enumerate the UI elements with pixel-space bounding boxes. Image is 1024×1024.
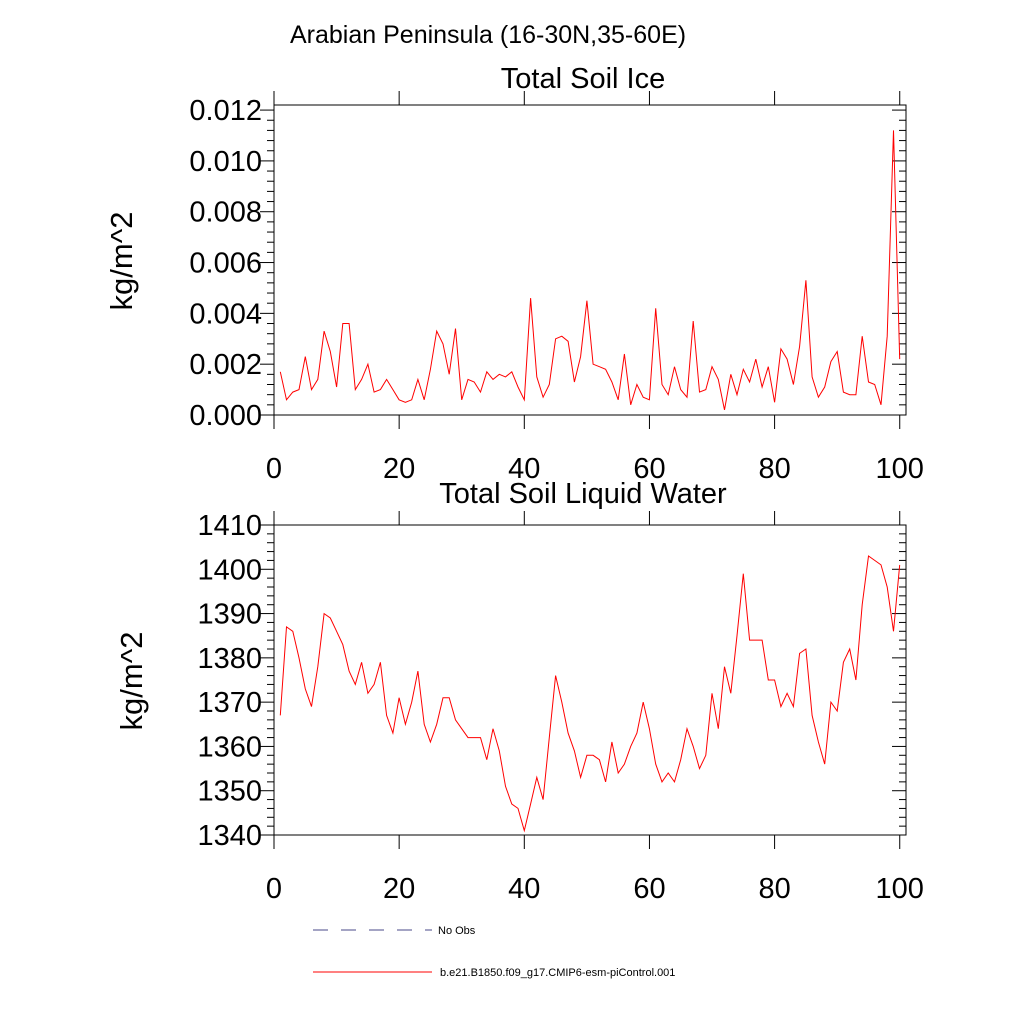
- y-tick-label: 1370: [197, 687, 262, 719]
- series-layer: [279, 130, 901, 410]
- y-axis-label: kg/m^2: [104, 212, 139, 311]
- y-tick-label: 1360: [197, 731, 262, 763]
- legend-label-model-run: b.e21.B1850.f09_g17.CMIP6-esm-piControl.…: [440, 967, 675, 979]
- y-tick-label: 1350: [197, 776, 262, 808]
- panel-total-soil-ice: Total Soil Ice kg/m^2 0 20 40 60 80 1000.0000…: [104, 63, 924, 485]
- x-tick-label: 20: [383, 453, 415, 485]
- x-tick-label: 0: [266, 453, 282, 485]
- legend-label-no-obs: No Obs: [438, 925, 476, 937]
- y-tick-label: 1340: [197, 820, 262, 852]
- y-tick-label: 0.012: [189, 95, 262, 127]
- y-tick-label: 0.008: [189, 197, 262, 229]
- y-tick-label: 0.004: [189, 298, 262, 330]
- x-tick-label: 80: [758, 873, 790, 905]
- series-line: [279, 555, 901, 833]
- panel-total-soil-liquid-water: Total Soil Liquid Water kg/m^2 0 20 40 60 80…: [114, 478, 924, 905]
- x-tick-label: 60: [633, 453, 665, 485]
- x-tick-label: 60: [633, 873, 665, 905]
- tick-labels: 0 20 40 60 80 100 0.000 0.002 0.004 0.006 0.008 0.0…: [189, 95, 924, 485]
- y-tick-label: 0.006: [189, 248, 262, 280]
- y-tick-label: 1380: [197, 643, 262, 675]
- x-tick-label: 0: [266, 873, 282, 905]
- y-tick-label: 0.010: [189, 146, 262, 178]
- series-layer: [279, 555, 901, 833]
- panel-title: Total Soil Ice: [501, 63, 665, 95]
- tick-labels: 0 20 40 60 80 100 1340 1350 1360 1370 1380 1390 1400…: [197, 510, 923, 905]
- y-tick-label: 0.002: [189, 349, 262, 381]
- legend: No Obs b.e21.B1850.f09_g17.CMIP6-esm-piC…: [313, 925, 675, 979]
- series-line: [279, 130, 901, 410]
- x-tick-label: 100: [876, 453, 924, 485]
- y-tick-label: 1400: [197, 554, 262, 586]
- x-tick-label: 100: [876, 873, 924, 905]
- y-tick-label: 1410: [197, 510, 262, 542]
- x-tick-label: 80: [758, 453, 790, 485]
- x-tick-label: 20: [383, 873, 415, 905]
- figure-title: Arabian Peninsula (16-30N,35-60E): [290, 21, 686, 49]
- plot-frame: [273, 104, 907, 416]
- y-tick-label: 1390: [197, 599, 262, 631]
- tick-marks: [260, 91, 906, 429]
- panel-title: Total Soil Liquid Water: [439, 478, 727, 510]
- y-tick-label: 0.000: [189, 400, 262, 432]
- x-tick-label: 40: [508, 873, 540, 905]
- plot-frame: [273, 524, 907, 836]
- y-axis-label: kg/m^2: [114, 632, 149, 731]
- x-tick-label: 40: [508, 453, 540, 485]
